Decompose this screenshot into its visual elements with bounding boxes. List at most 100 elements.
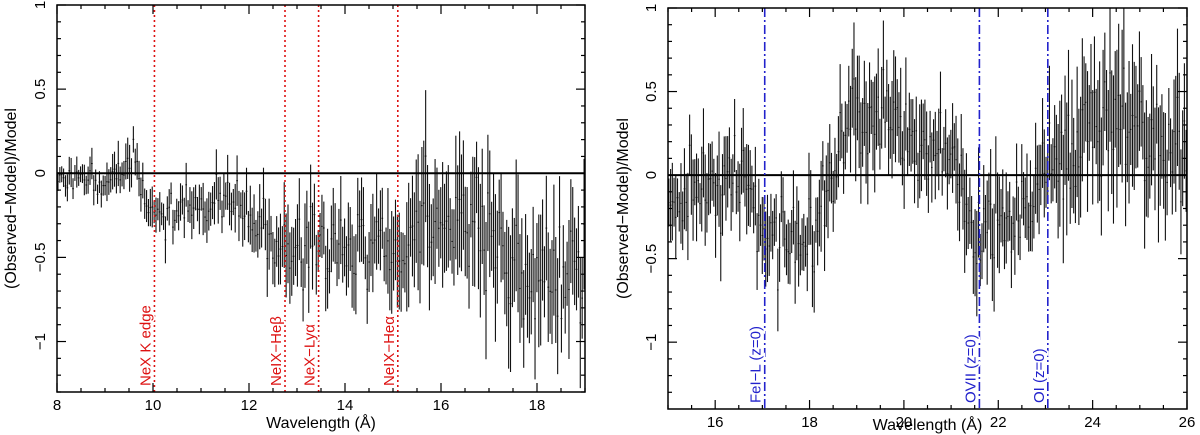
data-point <box>780 171 783 223</box>
data-point <box>1097 80 1099 204</box>
data-point <box>744 147 746 207</box>
data-point <box>400 232 402 312</box>
data-point <box>475 141 478 214</box>
data-point <box>502 211 504 280</box>
data-point <box>232 188 235 216</box>
data-point <box>196 196 199 222</box>
data-point <box>251 207 254 253</box>
data-point <box>846 103 848 153</box>
data-point <box>894 56 897 163</box>
data-point <box>1149 113 1151 199</box>
data-point <box>879 118 881 170</box>
data-point <box>390 211 393 314</box>
data-point <box>730 158 732 231</box>
data-point <box>892 50 895 154</box>
data-point <box>1112 75 1115 224</box>
data-point <box>388 228 391 311</box>
data-point <box>75 156 78 188</box>
data-point <box>338 208 340 280</box>
data-point <box>896 79 899 137</box>
data-point <box>473 157 476 287</box>
data-point <box>464 186 467 277</box>
data-point <box>725 136 727 221</box>
data-point <box>181 185 184 215</box>
data-point <box>547 232 550 342</box>
data-point <box>1161 94 1163 179</box>
data-point <box>804 225 807 267</box>
data-point <box>228 182 231 226</box>
data-point <box>1001 169 1004 247</box>
data-point <box>740 127 743 195</box>
data-point <box>953 123 956 171</box>
data-point <box>1178 72 1180 190</box>
data-point <box>413 192 416 288</box>
data-point <box>219 176 221 210</box>
data-point <box>140 177 142 212</box>
data-point <box>806 217 809 292</box>
y-tick-label: −0.5 <box>643 244 660 274</box>
data-point <box>266 220 269 297</box>
data-point <box>422 140 425 266</box>
y-axis-title: (Observed−Model)/Model <box>615 118 632 299</box>
data-point <box>190 191 193 240</box>
data-point <box>456 165 459 275</box>
data-point <box>353 236 355 311</box>
data-point <box>1036 145 1039 223</box>
data-point <box>1124 102 1127 227</box>
data-point <box>922 103 924 160</box>
data-point <box>404 235 406 293</box>
data-point <box>839 64 841 162</box>
y-tick-label: −1 <box>643 334 660 351</box>
data-point <box>963 169 966 273</box>
data-point <box>258 184 261 250</box>
data-point <box>932 119 935 162</box>
data-point <box>339 176 342 265</box>
data-point <box>79 166 82 183</box>
data-point <box>504 231 506 315</box>
data-point <box>815 197 817 243</box>
data-point <box>509 235 512 373</box>
data-point <box>362 187 365 265</box>
data-point <box>816 197 819 266</box>
data-point <box>554 236 557 343</box>
data-point <box>264 198 267 251</box>
data-point <box>479 183 482 318</box>
data-point <box>471 156 474 287</box>
data-point <box>797 200 800 287</box>
x-tick-label: 20 <box>896 414 913 431</box>
data-point <box>818 179 821 247</box>
x-tick-label: 10 <box>145 397 162 414</box>
data-point <box>511 208 514 308</box>
data-point <box>534 258 536 380</box>
data-point <box>1119 94 1122 165</box>
line-label: NeX−Lyα <box>302 324 319 386</box>
data-point <box>1168 88 1170 161</box>
data-point <box>424 90 427 223</box>
y-tick-label: 0 <box>643 171 660 179</box>
data-point <box>364 236 367 280</box>
plot-area <box>668 8 1187 332</box>
data-point <box>747 144 750 226</box>
data-point <box>1038 144 1040 235</box>
data-point <box>247 210 250 243</box>
data-point <box>277 227 280 285</box>
data-point <box>787 219 790 284</box>
data-point <box>692 159 694 241</box>
data-point <box>860 102 862 204</box>
data-point <box>1176 28 1179 167</box>
x-tick-label: 16 <box>433 397 450 414</box>
data-point <box>853 22 855 136</box>
data-point <box>912 99 914 164</box>
data-point <box>368 232 370 292</box>
data-point <box>119 166 122 194</box>
data-point <box>844 101 847 170</box>
data-point <box>726 136 729 208</box>
data-point <box>1079 96 1082 218</box>
data-point <box>1076 66 1078 198</box>
data-point <box>415 159 418 263</box>
data-point <box>834 137 836 204</box>
data-point <box>1074 149 1077 224</box>
data-point <box>1110 70 1113 195</box>
data-point <box>1062 134 1065 264</box>
data-point <box>230 192 233 231</box>
